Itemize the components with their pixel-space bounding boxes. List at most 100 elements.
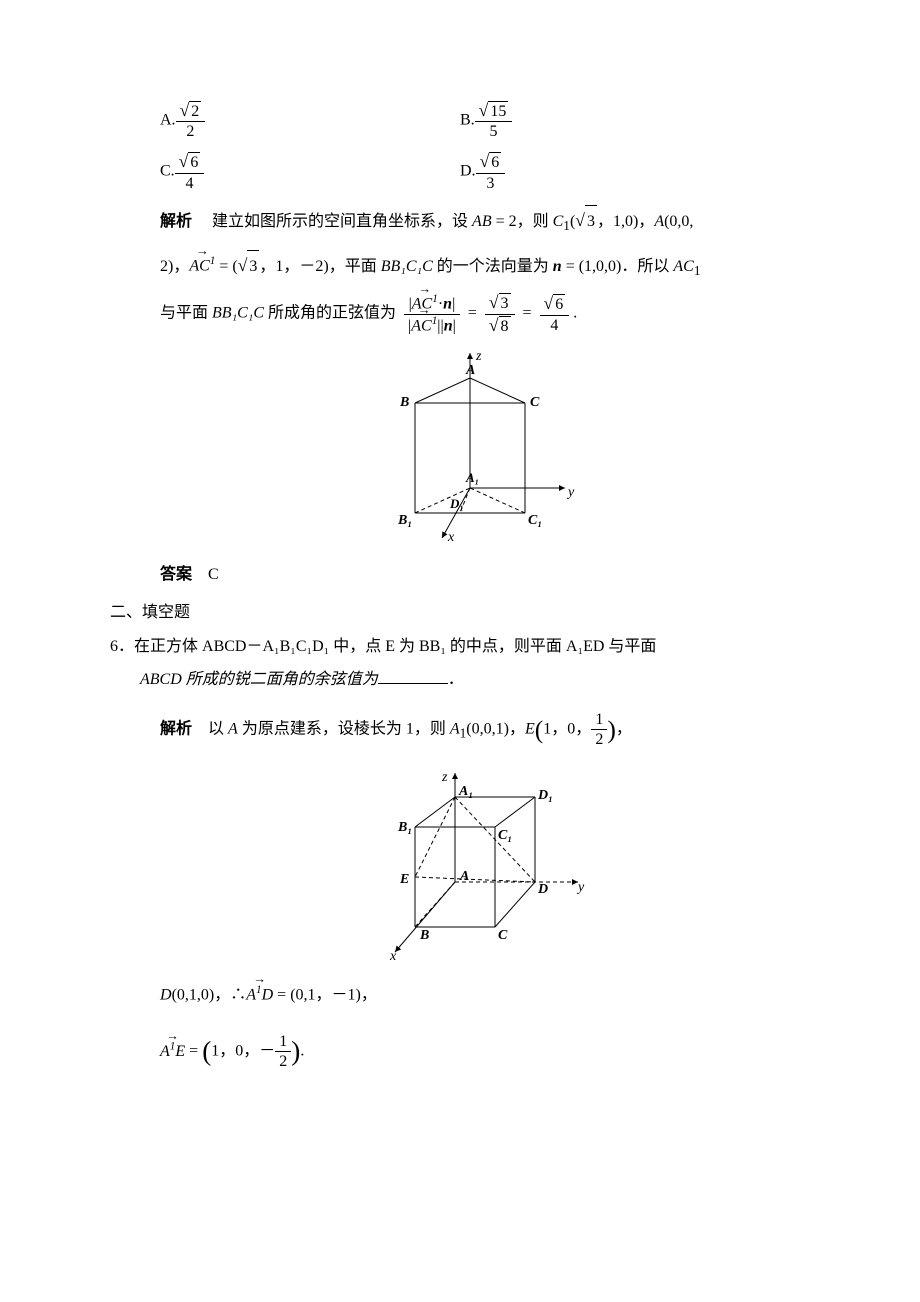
- sol5-n: n: [553, 258, 562, 275]
- option-b-frac: 155: [475, 100, 513, 141]
- sol6-E: E: [525, 720, 535, 737]
- svg-text:A: A: [459, 869, 469, 884]
- svg-text:z: z: [475, 349, 482, 364]
- sol5-frac2: 3 8: [485, 292, 515, 335]
- solution-6: 解析 以 A 为原点建系，设棱长为 1，则 A1(0,0,1)，E(1，0，12…: [160, 704, 810, 755]
- option-a-frac: 22: [176, 100, 206, 141]
- solution-5-label: 解析: [160, 213, 192, 230]
- option-d-frac: 63: [476, 151, 506, 192]
- option-b-label: B.: [460, 111, 475, 128]
- vec-AC1: AC1: [189, 250, 215, 282]
- option-a-label: A.: [160, 111, 176, 128]
- svg-text:B: B: [419, 928, 429, 943]
- sol5-BB1C1C: BB₁C₁C: [381, 258, 433, 275]
- sol6-A: A: [228, 720, 238, 737]
- svg-text:x: x: [447, 530, 455, 543]
- figure-2: z y x A₁ D₁ B₁ C₁ A D B C E: [140, 767, 810, 967]
- fill-blank: [378, 667, 448, 684]
- question-6: 6．在正方体 ABCD－A₁B₁C₁D₁ 中，点 E 为 BB₁ 的中点，则平面…: [110, 632, 810, 656]
- solution-5b: 2)，AC1 = (3，1，－2)，平面 BB₁C₁C 的一个法向量为 n = …: [160, 248, 810, 285]
- q6-line1: 在正方体 ABCD－A₁B₁C₁D₁ 中，点 E 为 BB₁ 的中点，则平面 A…: [134, 638, 656, 655]
- option-b-den: 5: [475, 122, 513, 141]
- vec-A1E: A1E: [160, 1033, 185, 1071]
- svg-text:y: y: [576, 880, 585, 895]
- cube-diagram: z y x A₁ D₁ B₁ C₁ A D B C E: [360, 767, 590, 962]
- sol6-t1: 以: [208, 720, 228, 737]
- sol5-AC1s: 1: [694, 263, 701, 278]
- question-6b: ABCD 所成的锐二面角的余弦值为 ．: [140, 664, 810, 696]
- answer-5-val: C: [208, 566, 219, 583]
- sol5-sqrt3a: 3: [585, 205, 597, 238]
- svg-text:A₁: A₁: [458, 784, 473, 799]
- sol6-A1: A: [450, 720, 460, 737]
- sol5-t10: 与平面: [160, 305, 212, 322]
- sol5-t3: 1,0)，: [613, 213, 654, 230]
- answer-5: 答案 C: [160, 560, 810, 584]
- options-row-2: C.64 D.63: [160, 151, 810, 192]
- svg-text:D₁: D₁: [449, 496, 464, 511]
- svg-text:B: B: [399, 395, 409, 410]
- svg-text:E: E: [399, 872, 409, 887]
- sol5-C1: C: [553, 213, 564, 230]
- option-a-num: 2: [189, 101, 201, 121]
- svg-text:D₁: D₁: [537, 788, 553, 803]
- solution-6b: D(0,1,0)，∴A1D = (0,1，－1)，: [160, 979, 810, 1011]
- svg-text:x: x: [389, 949, 397, 962]
- sol6-D: D: [160, 986, 172, 1003]
- solution-5c: 与平面 BB₁C₁C 所成角的正弦值为 |AC1·n| |AC1||n| = 3…: [160, 292, 810, 335]
- sol6-label: 解析: [160, 720, 192, 737]
- sol5-AC1: AC: [673, 258, 693, 275]
- page: A.22 B.155 C.64 D.63 解析 建立如图所示的空间直角坐标系，设…: [0, 0, 920, 1302]
- svg-text:y: y: [566, 485, 575, 500]
- sol5-AB: AB: [472, 213, 492, 230]
- q6-line2b: ．: [448, 671, 464, 688]
- sol6-l2a: (0,1,0)，∴: [172, 986, 247, 1003]
- option-a: A.22: [160, 100, 460, 141]
- sol5-t9: = (1,0,0)．所以: [562, 258, 674, 275]
- option-c-label: C.: [160, 163, 175, 180]
- option-d-label: D.: [460, 163, 476, 180]
- svg-text:B₁: B₁: [397, 513, 412, 528]
- svg-text:z: z: [441, 770, 448, 785]
- options-row-1: A.22 B.155: [160, 100, 810, 141]
- option-d: D.63: [460, 151, 760, 192]
- sol6-l2b: = (0,1，－1)，: [273, 986, 377, 1003]
- svg-text:C: C: [530, 395, 540, 410]
- sol5-t5: 2)，: [160, 258, 189, 275]
- svg-text:C: C: [498, 928, 508, 943]
- sol6-t3: (0,0,1)，: [466, 720, 525, 737]
- sol5-sqrt3b: 3: [247, 250, 259, 283]
- option-c-den: 4: [175, 174, 205, 193]
- sol5-t2: = 2，则: [492, 213, 553, 230]
- sol5-frac3: 6 4: [540, 293, 570, 334]
- svg-text:C₁: C₁: [528, 513, 542, 528]
- solution-6c: A1E = (1，0，－12).: [160, 1019, 810, 1084]
- svg-text:A: A: [465, 363, 475, 378]
- option-d-den: 3: [476, 174, 506, 193]
- option-c-frac: 64: [175, 151, 205, 192]
- option-d-num: 6: [489, 152, 501, 172]
- svg-text:C₁: C₁: [498, 828, 512, 843]
- sol6-t2: 为原点建系，设棱长为 1，则: [238, 720, 450, 737]
- option-c: C.64: [160, 151, 460, 192]
- option-a-den: 2: [176, 122, 206, 141]
- prism-diagram: z y x A B C A₁ B₁ C₁ D₁: [370, 348, 580, 543]
- sol5-t8: 的一个法向量为: [433, 258, 553, 275]
- sol5-t6: = (: [215, 258, 237, 275]
- option-c-num: 6: [188, 152, 200, 172]
- option-b-num: 15: [488, 101, 508, 121]
- sol5-t7: ，1，－2)，平面: [259, 258, 380, 275]
- svg-text:D: D: [537, 882, 548, 897]
- svg-text:A₁: A₁: [465, 470, 479, 485]
- q6-num: 6．: [110, 638, 134, 655]
- sol5-t4: (0,0,: [664, 213, 693, 230]
- section-2-heading: 二、填空题: [110, 598, 810, 622]
- sol5-C1s: 1: [563, 218, 570, 233]
- sol5-t1: 建立如图所示的空间直角坐标系，设: [212, 213, 472, 230]
- solution-5: 解析 建立如图所示的空间直角坐标系，设 AB = 2，则 C1(3，1,0)，A…: [160, 203, 810, 240]
- sol5-bigfrac: |AC1·n| |AC1||n|: [404, 293, 460, 335]
- q6-line2a: ABCD 所成的锐二面角的余弦值为: [140, 671, 378, 688]
- sol5-A: A: [654, 213, 664, 230]
- answer-5-label: 答案: [160, 566, 192, 583]
- figure-1: z y x A B C A₁ B₁ C₁ D₁: [140, 348, 810, 548]
